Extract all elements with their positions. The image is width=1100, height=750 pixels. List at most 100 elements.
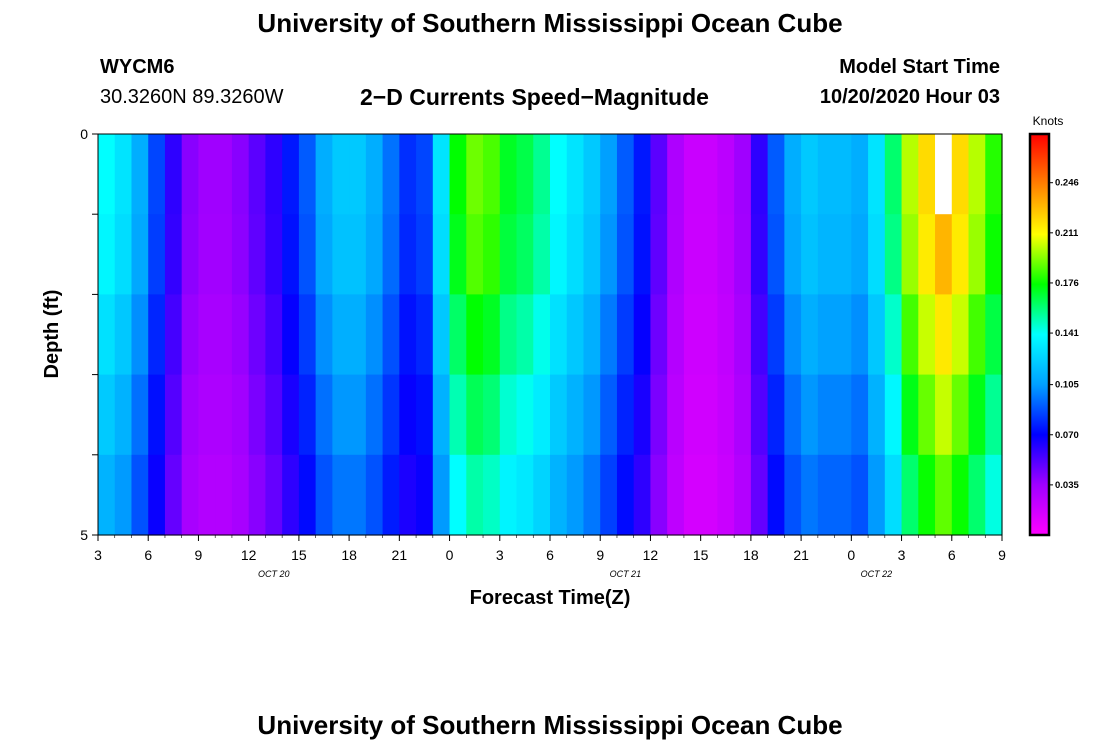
heatmap-cell (533, 214, 551, 295)
heatmap-cell (851, 374, 869, 456)
heatmap-cell (349, 454, 367, 536)
heatmap-cell (550, 294, 568, 376)
heatmap-cell (298, 214, 317, 295)
heatmap-cell (499, 374, 518, 456)
colorbar-title: Knots (1033, 114, 1064, 128)
heatmap-cell (834, 214, 852, 295)
heatmap-cell (248, 134, 267, 215)
heatmap-cell (365, 454, 384, 536)
heatmap-cell (98, 294, 116, 376)
heatmap-cell (198, 454, 216, 536)
heatmap-cell (432, 454, 451, 536)
heatmap-cell (968, 214, 986, 295)
heatmap-cell (215, 454, 233, 536)
heatmap-cell (533, 374, 551, 456)
colorbar-tick-label: 0.070 (1055, 430, 1079, 441)
heatmap-cell (600, 134, 618, 215)
colorbar-tick-label: 0.105 (1055, 380, 1079, 391)
heatmap-cell (399, 214, 417, 295)
heatmap-cell (550, 214, 568, 295)
heatmap-cell (935, 454, 953, 536)
heatmap-cell (884, 454, 903, 536)
heatmap-cell (650, 214, 668, 295)
heatmap-cell (901, 134, 919, 215)
heatmap-cell (332, 134, 350, 215)
heatmap-cell (616, 374, 635, 456)
heatmap-cell (784, 134, 802, 215)
heatmap-cell (282, 134, 300, 215)
heatmap-cell (616, 454, 635, 536)
heatmap-cell (499, 134, 518, 215)
x-tick-label: 3 (496, 547, 504, 563)
heatmap-cell (499, 454, 518, 536)
heatmap-cell (332, 294, 350, 376)
heatmap-cell (265, 374, 283, 456)
heatmap-cell (148, 374, 166, 456)
heatmap-cell (667, 454, 685, 536)
station-id: WYCM6 (100, 56, 175, 78)
heatmap-cell (868, 294, 886, 376)
heatmap-cell (181, 454, 200, 536)
heatmap-cell (131, 454, 149, 536)
heatmap-cell (148, 294, 166, 376)
heatmap-cell (700, 294, 719, 376)
heatmap-cell (918, 214, 936, 295)
heatmap-cell (282, 214, 300, 295)
heatmap-cell (951, 294, 970, 376)
x-tick-label: 6 (144, 547, 152, 563)
heatmap-cell (483, 454, 501, 536)
heatmap-cell (416, 374, 434, 456)
plot-title: 2−D Currents Speed−Magnitude (360, 84, 709, 110)
heatmap-cell (700, 454, 719, 536)
heatmap-cell (332, 454, 350, 536)
heatmap-cell (851, 134, 869, 215)
heatmap-cell (717, 454, 735, 536)
heatmap-cell (717, 374, 735, 456)
heatmap-cell (164, 134, 183, 215)
heatmap-cell (935, 214, 953, 295)
x-axis-label: Forecast Time(Z) (470, 587, 631, 609)
heatmap-cell (382, 294, 400, 376)
heatmap-cell (968, 454, 986, 536)
heatmap-cell (750, 374, 769, 456)
heatmap-cell (734, 134, 752, 215)
heatmap-cell (817, 134, 836, 215)
heatmap-cell (951, 374, 970, 456)
heatmap-cell (365, 294, 384, 376)
x-tick-label: 3 (94, 547, 102, 563)
heatmap-cell (449, 294, 467, 376)
heatmap-cell (935, 134, 953, 215)
heatmap-cell (315, 454, 333, 536)
heatmap-cell (566, 294, 585, 376)
heatmap-cell (550, 134, 568, 215)
heatmap-cell (449, 454, 467, 536)
heatmap-cell (332, 214, 350, 295)
heatmap-cell (717, 134, 735, 215)
heatmap-cell (700, 374, 719, 456)
heatmap-cell (951, 214, 970, 295)
heatmap-cell (985, 134, 1003, 215)
heatmap-cell (533, 294, 551, 376)
heatmap-cell (265, 294, 283, 376)
heatmap-cell (650, 134, 668, 215)
heatmap-cell (801, 374, 819, 456)
heatmap-cell (985, 454, 1003, 536)
heatmap-cell (248, 454, 267, 536)
model-start-value: 10/20/2020 Hour 03 (819, 86, 1000, 108)
heatmap-cell (248, 374, 267, 456)
heatmap-cell (650, 294, 668, 376)
heatmap-cell (633, 294, 652, 376)
heatmap-cell (633, 374, 652, 456)
heatmap-cell (298, 294, 317, 376)
colorbar-tick-label: 0.176 (1055, 278, 1079, 289)
heatmap-cell (449, 134, 467, 215)
heatmap-cell (231, 134, 250, 215)
heatmap-cell (516, 134, 534, 215)
heatmap-cell (884, 374, 903, 456)
heatmap-cell (817, 214, 836, 295)
heatmap-cell (600, 454, 618, 536)
heatmap-cell (801, 294, 819, 376)
heatmap-cell (181, 294, 200, 376)
heatmap-cell (868, 134, 886, 215)
